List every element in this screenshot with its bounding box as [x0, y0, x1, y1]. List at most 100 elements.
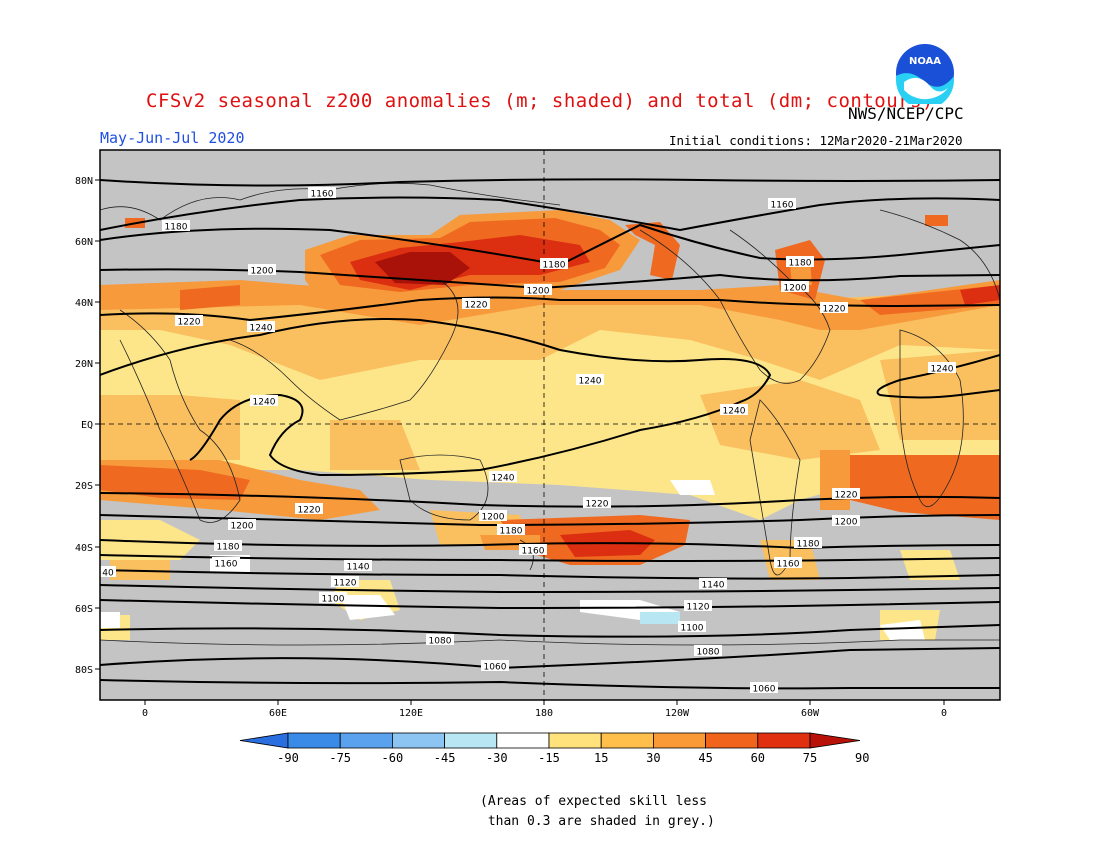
contour-label: 1220: [835, 491, 858, 501]
anomaly-shading: [100, 150, 1000, 700]
colorbar-label: -75: [329, 751, 351, 765]
longitude-labels: 0 60E 120E 180 120W 60W 0: [142, 708, 947, 719]
axis-ticks: [95, 179, 945, 705]
contour-label-bg: [699, 578, 727, 589]
latitude-labels: 80N 60N 40N 20N EQ 20S 40S 60S 80S: [75, 176, 93, 676]
colorbar: -90 -75 -60 -45 -30 -15 15 30 45 60 75 90: [239, 732, 869, 765]
contour-label-bg: [250, 395, 278, 406]
map-title: CFSv2 seasonal z200 anomalies (m; shaded…: [146, 90, 934, 112]
colorbar-label: 60: [751, 751, 765, 765]
svg-text:NOAA: NOAA: [909, 56, 941, 67]
contour-label: 1180: [789, 259, 812, 269]
contour-label: 1200: [835, 518, 858, 528]
contour-label: 1240: [253, 398, 276, 408]
lat-label-80s: 80S: [75, 665, 93, 676]
colorbar-label: 90: [855, 751, 869, 765]
contour-label-bg: [426, 634, 454, 645]
contour-label-bg: [832, 515, 860, 526]
lat-label-20s: 20S: [75, 481, 93, 492]
colorbar-swatch: [496, 732, 550, 749]
colorbar-label: -90: [277, 751, 299, 765]
contour-label: 1180: [165, 223, 188, 233]
contour-label: 1200: [784, 284, 807, 294]
colorbar-swatch: [548, 732, 602, 749]
contour-label: 1100: [681, 624, 704, 634]
contour-label: 1220: [178, 318, 201, 328]
colorbar-label: 15: [594, 751, 608, 765]
lat-label-60n: 60N: [75, 237, 93, 248]
contour-label: 1080: [429, 637, 452, 647]
contour-label: 1240: [492, 474, 515, 484]
lat-label-20n: 20N: [75, 359, 93, 370]
colorbar-label: 45: [698, 751, 712, 765]
contour-label: 1100: [322, 595, 345, 605]
contour-labels: 1160 1180 1200 1220 1240 1180 1200 1220 1160 1180…: [100, 187, 956, 695]
contour-label-bg: [247, 321, 275, 332]
contour-label-bg: [781, 281, 809, 292]
contour-label-bg: [720, 404, 748, 415]
lon-label-0: 0: [142, 708, 148, 719]
contour-label: 1220: [465, 301, 488, 311]
lon-label-60e: 60E: [269, 708, 287, 719]
contour-label: 1200: [251, 267, 274, 277]
colorbar-swatch: [391, 732, 445, 749]
colorbar-min-arrow: [239, 732, 289, 749]
season-label: May-Jun-Jul 2020: [100, 129, 245, 147]
lon-label-0-east: 0: [941, 708, 947, 719]
contour-label: 1240: [579, 377, 602, 387]
lat-label-eq: EQ: [81, 420, 93, 431]
contour-label-bg: [928, 362, 956, 373]
colorbar-label: -30: [486, 751, 508, 765]
contour-label-bg: [794, 537, 822, 548]
colorbar-swatch: [757, 732, 811, 749]
contour-label: 1060: [484, 663, 507, 673]
contour-label: 1220: [298, 506, 321, 516]
contour-label: 1180: [797, 540, 820, 550]
colorbar-max-arrow: [809, 732, 861, 749]
contour-label-bg: [576, 374, 604, 385]
contour-label: 1060: [753, 685, 776, 695]
contour-label-bg: [228, 519, 256, 530]
contour-label-bg: [248, 264, 276, 275]
colorbar-swatch: [600, 732, 654, 749]
contour-label-bg: [319, 592, 347, 603]
contour-label: 1120: [334, 579, 357, 589]
lon-label-120w: 120W: [665, 708, 690, 719]
skill-note: (Areas of expected skill less than 0.3 a…: [480, 794, 715, 829]
contour-label: 1220: [586, 500, 609, 510]
colorbar-label: 75: [803, 751, 817, 765]
colorbar-swatch: [653, 732, 707, 749]
contour-label: 1080: [697, 648, 720, 658]
noaa-logo-icon: NOAA: [895, 43, 955, 104]
contour-label-bg: [820, 302, 848, 313]
contour-label-bg: [497, 524, 525, 535]
contour-label: 1200: [527, 287, 550, 297]
contour-label: 1140: [347, 563, 370, 573]
contour-label-bg: [694, 645, 722, 656]
contour-label-bg: [344, 560, 372, 571]
contour-label-bg: [462, 298, 490, 309]
contour-label: 1240: [931, 365, 954, 375]
contour-label-bg: [295, 503, 323, 514]
lat-label-80n: 80N: [75, 176, 93, 187]
colorbar-label: -15: [538, 751, 560, 765]
contour-label: 1160: [777, 560, 800, 570]
contour-label: 1160: [771, 201, 794, 211]
contour-label: 1160: [311, 190, 334, 200]
contour-label-bg: [489, 471, 517, 482]
contour-label-bg: [214, 540, 242, 551]
contour-label: 1200: [482, 513, 505, 523]
contour-label-bg: [481, 660, 509, 671]
contour-label-bg: [750, 682, 778, 693]
colorbar-swatch: [339, 732, 393, 749]
contour-label-bg: [100, 566, 116, 577]
contour-label: 1120: [687, 603, 710, 613]
contour-label: 1180: [217, 543, 240, 553]
contour-label: 1240: [250, 324, 273, 334]
colorbar-label: -60: [382, 751, 404, 765]
contour-label-bg: [540, 258, 568, 269]
contour-label-bg: [583, 497, 611, 508]
lon-label-60w: 60W: [801, 708, 820, 719]
colorbar-label: 30: [646, 751, 660, 765]
